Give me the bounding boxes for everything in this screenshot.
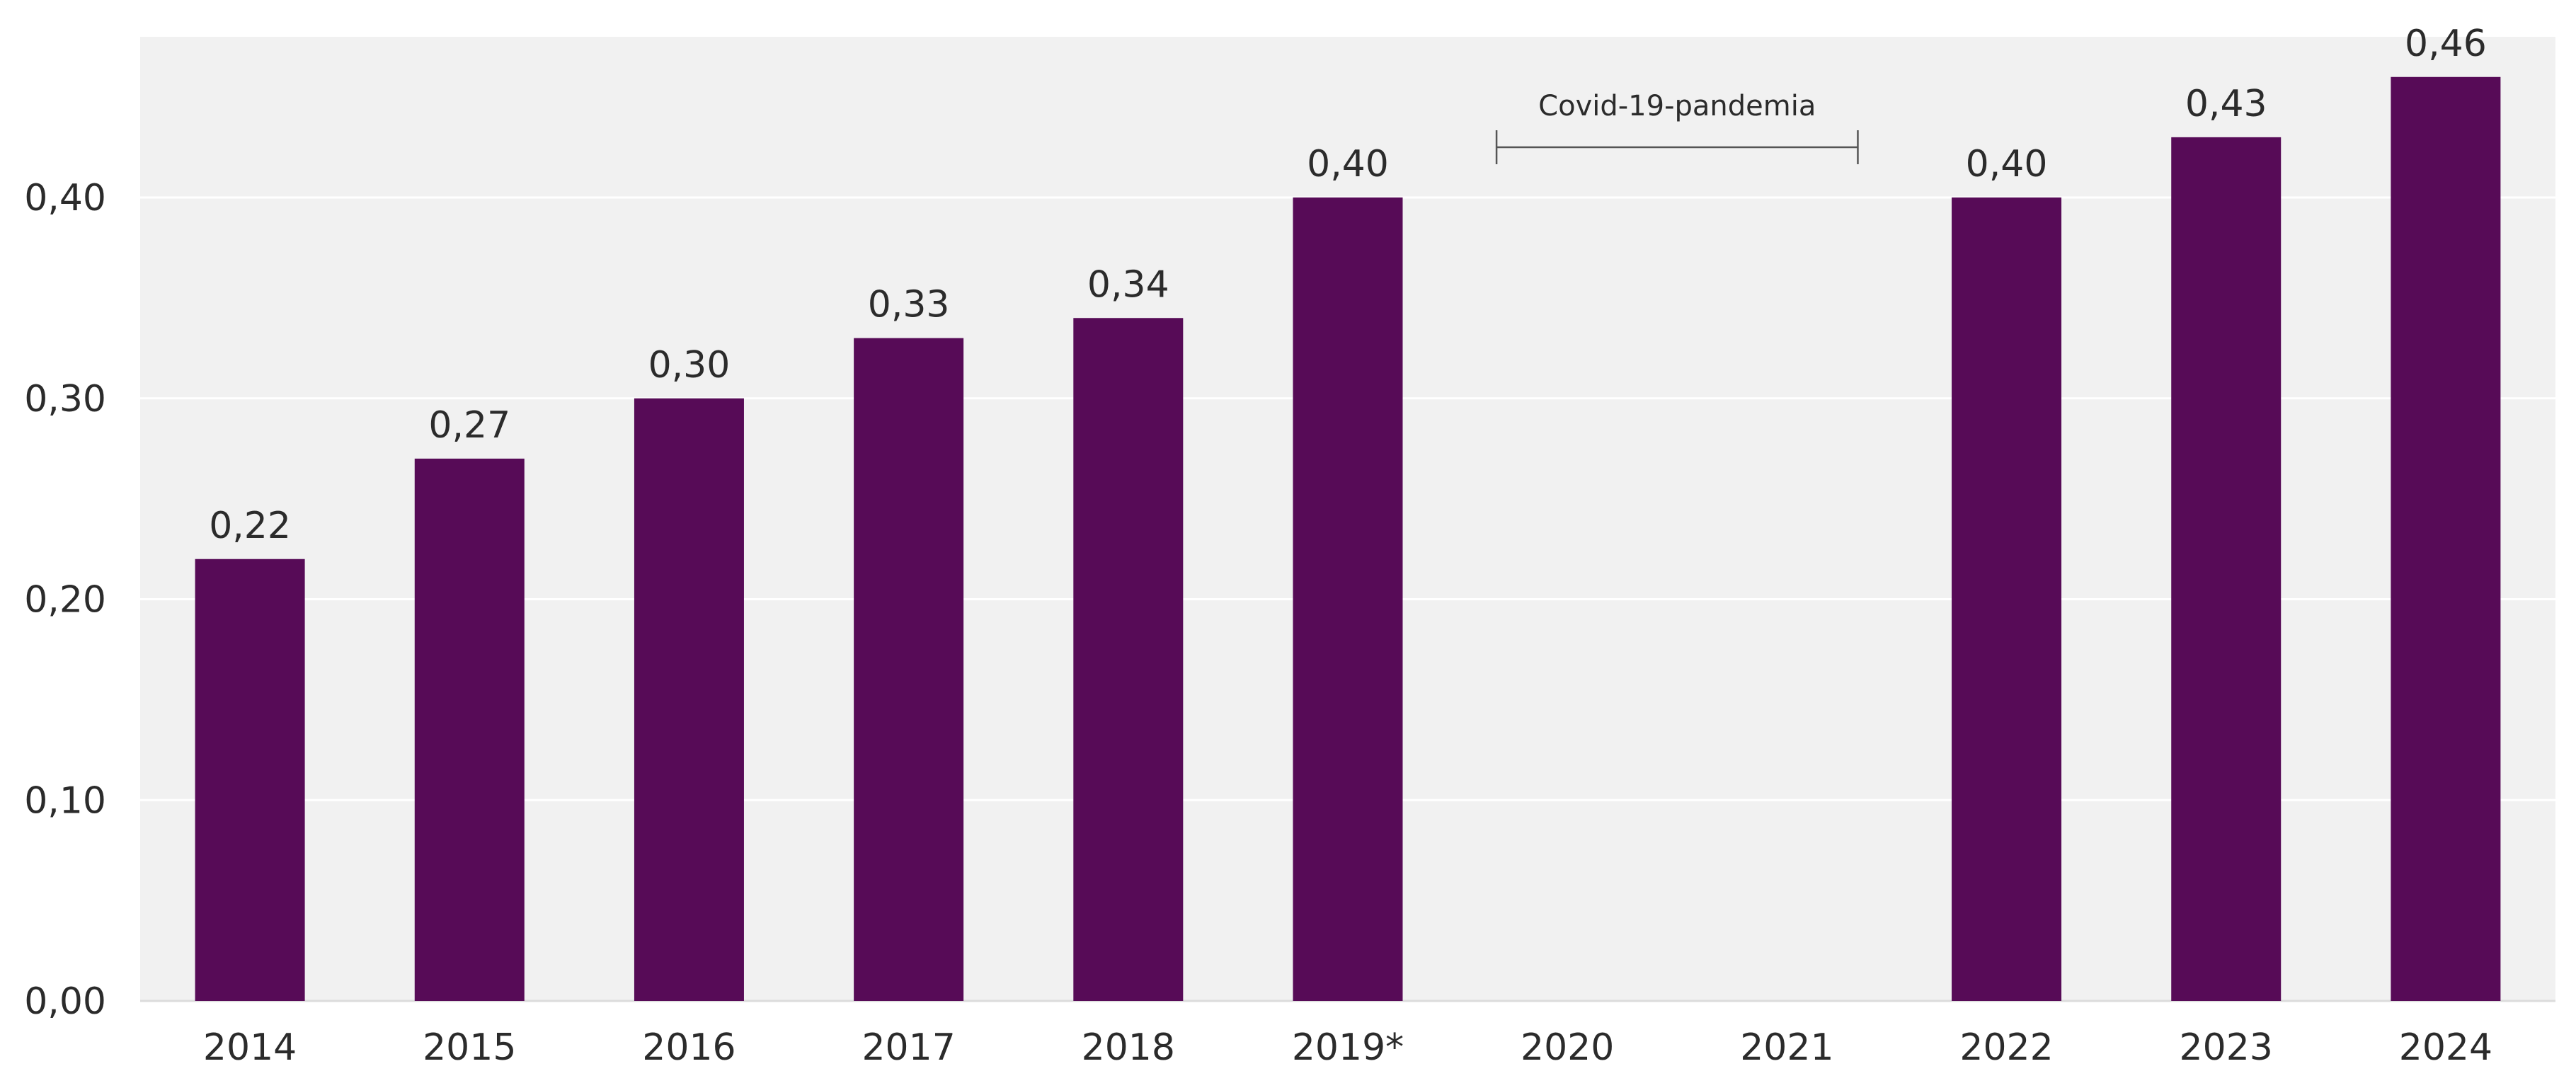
- x-tick-label: 2024: [2399, 1026, 2492, 1069]
- bars: [195, 76, 2501, 1001]
- x-tick-label: 2018: [1082, 1026, 1175, 1069]
- data-label: 0,34: [1087, 263, 1169, 306]
- y-axis: 0,00 0,10 0,20 0,30 0,40: [24, 177, 106, 1023]
- x-axis: 2014 2015 2016 2017 2018 2019* 2020 2021 2022 202…: [203, 1026, 2492, 1069]
- bar-2019: [1293, 197, 1403, 1001]
- data-label: 0,40: [1966, 143, 2048, 185]
- x-tick-label: 2016: [642, 1026, 735, 1069]
- x-tick-label: 2019*: [1292, 1026, 1404, 1069]
- data-labels: 0,22 0,27 0,30 0,33 0,34 0,40 0,40 0,43 0,46: [209, 23, 2487, 547]
- data-label: 0,46: [2405, 23, 2487, 65]
- covid-annotation: Covid-19-pandemia: [1495, 90, 1859, 164]
- y-tick-label: 0,20: [24, 579, 106, 622]
- bar-2024: [2391, 76, 2501, 1001]
- y-tick-label: 0,30: [24, 378, 106, 420]
- x-tick-label: 2015: [423, 1026, 516, 1069]
- bar-2015: [414, 458, 525, 1001]
- bar-2014: [195, 559, 305, 1001]
- x-tick-label: 2022: [1959, 1026, 2053, 1069]
- x-tick-label: 2021: [1740, 1026, 1833, 1069]
- data-label: 0,27: [428, 404, 510, 447]
- data-label: 0,43: [2185, 83, 2267, 125]
- x-tick-label: 2020: [1521, 1026, 1614, 1069]
- bar-2023: [2171, 137, 2282, 1001]
- bar-2017: [854, 338, 964, 1001]
- data-label: 0,33: [868, 284, 950, 326]
- bar-2016: [634, 398, 744, 1001]
- data-label: 0,40: [1307, 143, 1389, 185]
- x-tick-label: 2014: [203, 1026, 297, 1069]
- data-label: 0,22: [209, 505, 291, 547]
- bar-2022: [1952, 197, 2062, 1001]
- annotation-label: Covid-19-pandemia: [1538, 90, 1816, 122]
- bar-2018: [1073, 318, 1184, 1001]
- y-tick-label: 0,10: [24, 779, 106, 822]
- y-tick-label: 0,00: [24, 980, 106, 1023]
- x-tick-label: 2017: [861, 1026, 955, 1069]
- data-label: 0,30: [648, 344, 731, 386]
- y-tick-label: 0,40: [24, 177, 106, 219]
- x-tick-label: 2023: [2180, 1026, 2273, 1069]
